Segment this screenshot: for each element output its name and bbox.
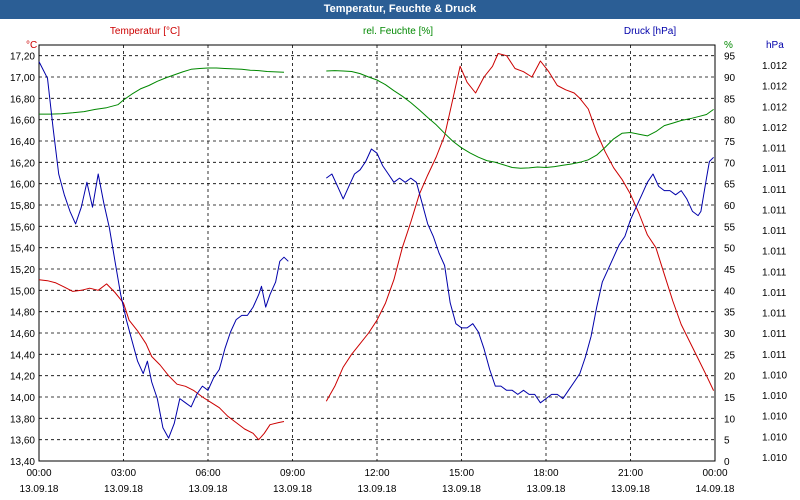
- pressure-tick-label: 1.010: [762, 370, 787, 381]
- temperature-header: Temperatur [°C]: [110, 26, 180, 37]
- humidity-tick-label: 75: [724, 137, 736, 148]
- pressure-tick-label: 1.011: [762, 247, 787, 258]
- humidity-tick-label: 35: [724, 308, 736, 319]
- x-tick-date: 13.09.18: [527, 484, 566, 495]
- pressure-tick-label: 1.012: [762, 82, 787, 93]
- temperature-tick-label: 13,80: [10, 414, 35, 425]
- temperature-tick-label: 15,20: [10, 265, 35, 276]
- humidity-unit: %: [724, 40, 733, 51]
- temperature-tick-label: 17,00: [10, 73, 35, 84]
- series-layer: [38, 53, 715, 441]
- temperature-tick-label: 15,80: [10, 201, 35, 212]
- humidity-tick-label: 25: [724, 350, 736, 361]
- humidity-tick-label: 90: [724, 73, 736, 84]
- grid: [39, 45, 715, 461]
- temperature-tick-label: 14,40: [10, 350, 35, 361]
- x-tick-date: 13.09.18: [273, 484, 312, 495]
- x-tick-time: 15:00: [449, 468, 474, 479]
- humidity-tick-label: 5: [724, 436, 730, 447]
- humidity-tick-label: 95: [724, 52, 736, 63]
- pressure-tick-label: 1.012: [762, 102, 787, 113]
- x-tick-time: 00:00: [702, 468, 727, 479]
- pressure-unit: hPa: [766, 40, 784, 51]
- temperature-unit: °C: [26, 40, 37, 51]
- humidity-tick-label: 45: [724, 265, 736, 276]
- temperature-tick-label: 13,60: [10, 436, 35, 447]
- pressure-tick-label: 1.010: [762, 432, 787, 443]
- pressure-series-line: [326, 148, 714, 404]
- temperature-tick-label: 14,20: [10, 372, 35, 383]
- temperature-tick-label: 16,80: [10, 94, 35, 105]
- humidity-tick-label: 50: [724, 244, 736, 255]
- x-tick-date: 13.09.18: [104, 484, 143, 495]
- pressure-tick-label: 1.010: [762, 453, 787, 464]
- pressure-series-line: [38, 61, 289, 439]
- temperature-tick-label: 16,00: [10, 180, 35, 191]
- x-tick-date: 13.09.18: [358, 484, 397, 495]
- temperature-tick-label: 17,20: [10, 52, 35, 63]
- pressure-tick-label: 1.012: [762, 61, 787, 72]
- humidity-tick-label: 20: [724, 372, 736, 383]
- x-tick-time: 00:00: [26, 468, 51, 479]
- humidity-tick-label: 60: [724, 201, 736, 212]
- humidity-tick-label: 10: [724, 414, 736, 425]
- chart-title: Temperatur, Feuchte & Druck: [0, 0, 800, 19]
- humidity-series-line: [326, 70, 714, 169]
- x-tick-time: 12:00: [364, 468, 389, 479]
- pressure-tick-label: 1.010: [762, 391, 787, 402]
- temperature-tick-label: 14,00: [10, 393, 35, 404]
- temperature-tick-label: 16,20: [10, 158, 35, 169]
- tick-labels: 17,20 17,00 16,80 16,60 16,40 16,20 16,00 15,80…: [10, 52, 787, 495]
- humidity-tick-label: 15: [724, 393, 736, 404]
- humidity-tick-label: 0: [724, 457, 730, 468]
- temperature-tick-label: 13,40: [10, 457, 35, 468]
- humidity-tick-label: 65: [724, 180, 736, 191]
- temperature-tick-label: 14,60: [10, 329, 35, 340]
- x-tick-date: 13.09.18: [611, 484, 650, 495]
- plot-area: [38, 44, 716, 462]
- temperature-tick-label: 15,60: [10, 222, 35, 233]
- pressure-tick-label: 1.011: [762, 144, 787, 155]
- temperature-tick-label: 15,00: [10, 286, 35, 297]
- temperature-series-line: [38, 279, 285, 441]
- pressure-tick-label: 1.011: [762, 205, 787, 216]
- temperature-series-line: [325, 53, 715, 402]
- x-tick-time: 06:00: [195, 468, 220, 479]
- humidity-header: rel. Feuchte [%]: [363, 26, 433, 37]
- x-tick-time: 09:00: [280, 468, 305, 479]
- x-tick-time: 18:00: [533, 468, 558, 479]
- x-tick-date: 13.09.18: [189, 484, 228, 495]
- humidity-series-line: [39, 67, 285, 115]
- x-tick-date: 13.09.18: [20, 484, 59, 495]
- pressure-tick-label: 1.011: [762, 309, 787, 320]
- humidity-tick-label: 30: [724, 329, 736, 340]
- pressure-tick-label: 1.011: [762, 226, 787, 237]
- pressure-tick-label: 1.011: [762, 164, 787, 175]
- x-tick-date: 13.09.18: [442, 484, 481, 495]
- humidity-tick-label: 55: [724, 222, 736, 233]
- pressure-tick-label: 1.011: [762, 288, 787, 299]
- pressure-tick-label: 1.011: [762, 350, 787, 361]
- pressure-tick-label: 1.010: [762, 412, 787, 423]
- temperature-tick-label: 15,40: [10, 244, 35, 255]
- pressure-header: Druck [hPa]: [624, 26, 676, 37]
- pressure-tick-label: 1.011: [762, 329, 787, 340]
- temperature-tick-label: 16,60: [10, 116, 35, 127]
- x-tick-date: 14.09.18: [696, 484, 735, 495]
- temperature-tick-label: 14,80: [10, 308, 35, 319]
- plot-border: [38, 44, 716, 462]
- pressure-tick-label: 1.011: [762, 267, 787, 278]
- humidity-tick-label: 70: [724, 158, 736, 169]
- humidity-tick-label: 40: [724, 286, 736, 297]
- temperature-tick-label: 16,40: [10, 137, 35, 148]
- x-tick-time: 03:00: [111, 468, 136, 479]
- pressure-tick-label: 1.012: [762, 123, 787, 134]
- x-tick-time: 21:00: [618, 468, 643, 479]
- humidity-tick-label: 80: [724, 116, 736, 127]
- pressure-tick-label: 1.011: [762, 185, 787, 196]
- humidity-tick-label: 85: [724, 94, 736, 105]
